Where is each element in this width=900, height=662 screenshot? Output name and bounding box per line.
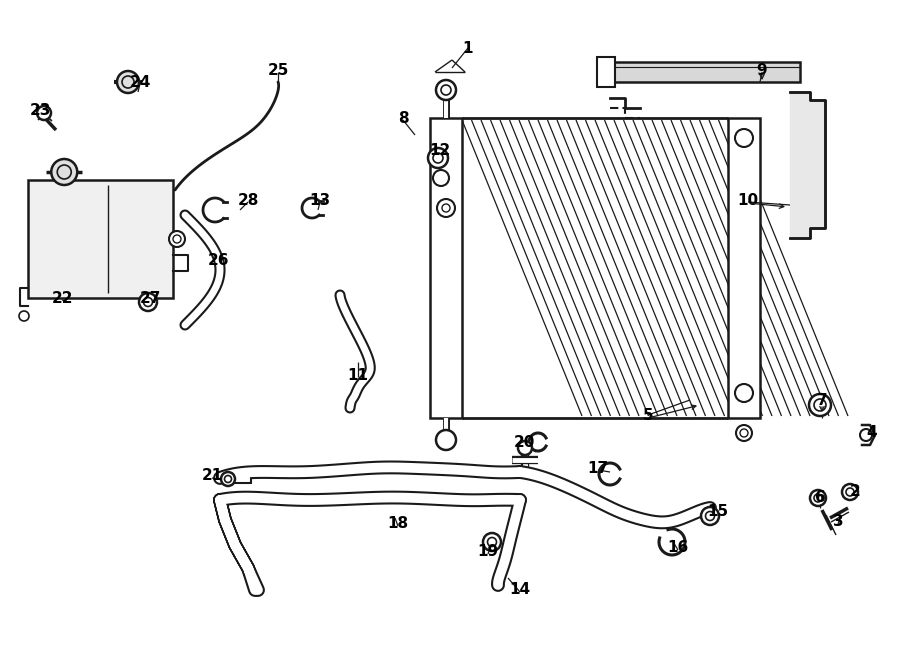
- Circle shape: [842, 484, 858, 500]
- Text: 7: 7: [816, 393, 827, 408]
- Text: 18: 18: [387, 516, 409, 532]
- Text: 12: 12: [429, 142, 451, 158]
- Text: 27: 27: [140, 291, 161, 305]
- Circle shape: [736, 425, 752, 441]
- Text: 6: 6: [814, 491, 825, 506]
- Text: 22: 22: [51, 291, 73, 305]
- Circle shape: [437, 199, 455, 217]
- Text: 5: 5: [643, 408, 653, 422]
- Text: 9: 9: [757, 62, 768, 77]
- Bar: [28, 180, 173, 298]
- Text: 28: 28: [238, 193, 258, 207]
- Text: 19: 19: [477, 545, 499, 559]
- Circle shape: [139, 293, 157, 311]
- Text: 24: 24: [130, 75, 150, 89]
- Circle shape: [735, 129, 753, 147]
- Bar: [430, 118, 462, 418]
- Text: 23: 23: [30, 103, 50, 117]
- Circle shape: [735, 384, 753, 402]
- Bar: [728, 118, 760, 418]
- Text: 25: 25: [267, 62, 289, 77]
- Text: 10: 10: [737, 193, 759, 207]
- Text: 2: 2: [850, 485, 860, 500]
- Text: 21: 21: [202, 469, 222, 483]
- Text: 14: 14: [509, 583, 531, 598]
- Bar: [233, 475, 251, 483]
- Text: 11: 11: [347, 367, 368, 383]
- Circle shape: [37, 106, 51, 120]
- Circle shape: [221, 472, 235, 486]
- Circle shape: [51, 159, 77, 185]
- Circle shape: [810, 490, 826, 506]
- Text: 1: 1: [463, 40, 473, 56]
- Circle shape: [860, 429, 872, 441]
- Circle shape: [483, 533, 501, 551]
- Text: 26: 26: [207, 252, 229, 267]
- Text: 15: 15: [707, 504, 729, 520]
- Text: 17: 17: [588, 461, 608, 475]
- Bar: [612, 62, 800, 82]
- Circle shape: [436, 80, 456, 100]
- Text: 8: 8: [398, 111, 409, 126]
- Circle shape: [117, 71, 139, 93]
- Text: 13: 13: [310, 193, 330, 207]
- Text: 20: 20: [513, 434, 535, 449]
- Bar: [597, 57, 615, 87]
- Circle shape: [428, 148, 448, 168]
- Polygon shape: [790, 92, 825, 238]
- Text: 4: 4: [867, 424, 877, 440]
- Circle shape: [809, 394, 831, 416]
- Circle shape: [436, 430, 456, 450]
- Text: 3: 3: [832, 514, 843, 530]
- Circle shape: [701, 507, 719, 525]
- Circle shape: [518, 441, 532, 455]
- Text: 16: 16: [668, 540, 688, 555]
- Circle shape: [169, 231, 185, 247]
